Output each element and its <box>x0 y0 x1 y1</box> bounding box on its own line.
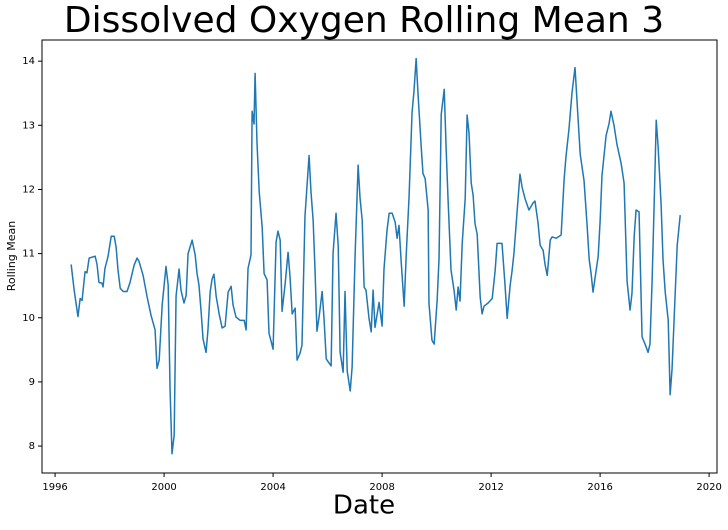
y-tick-label: 11 <box>22 249 35 260</box>
x-tick-label: 2020 <box>696 482 721 493</box>
x-tick-label: 2004 <box>260 482 285 493</box>
chart-title: Dissolved Oxygen Rolling Mean 3 <box>64 0 664 41</box>
y-tick-label: 8 <box>29 441 35 452</box>
y-tick-label: 10 <box>22 313 35 324</box>
x-axis-label: Date <box>333 491 395 521</box>
y-tick-label: 9 <box>29 377 35 388</box>
y-axis-label: Rolling Mean <box>5 221 18 291</box>
x-tick-label: 2000 <box>151 482 176 493</box>
data-line <box>70 57 681 455</box>
x-tick-label: 2016 <box>587 482 612 493</box>
x-tick-label: 1996 <box>42 482 67 493</box>
x-tick-label: 2012 <box>478 482 503 493</box>
y-tick-label: 14 <box>22 56 35 67</box>
y-tick-label: 12 <box>22 184 35 195</box>
plot-frame <box>41 39 718 474</box>
x-tick-label: 2008 <box>369 482 394 493</box>
y-tick-label: 13 <box>22 120 35 131</box>
